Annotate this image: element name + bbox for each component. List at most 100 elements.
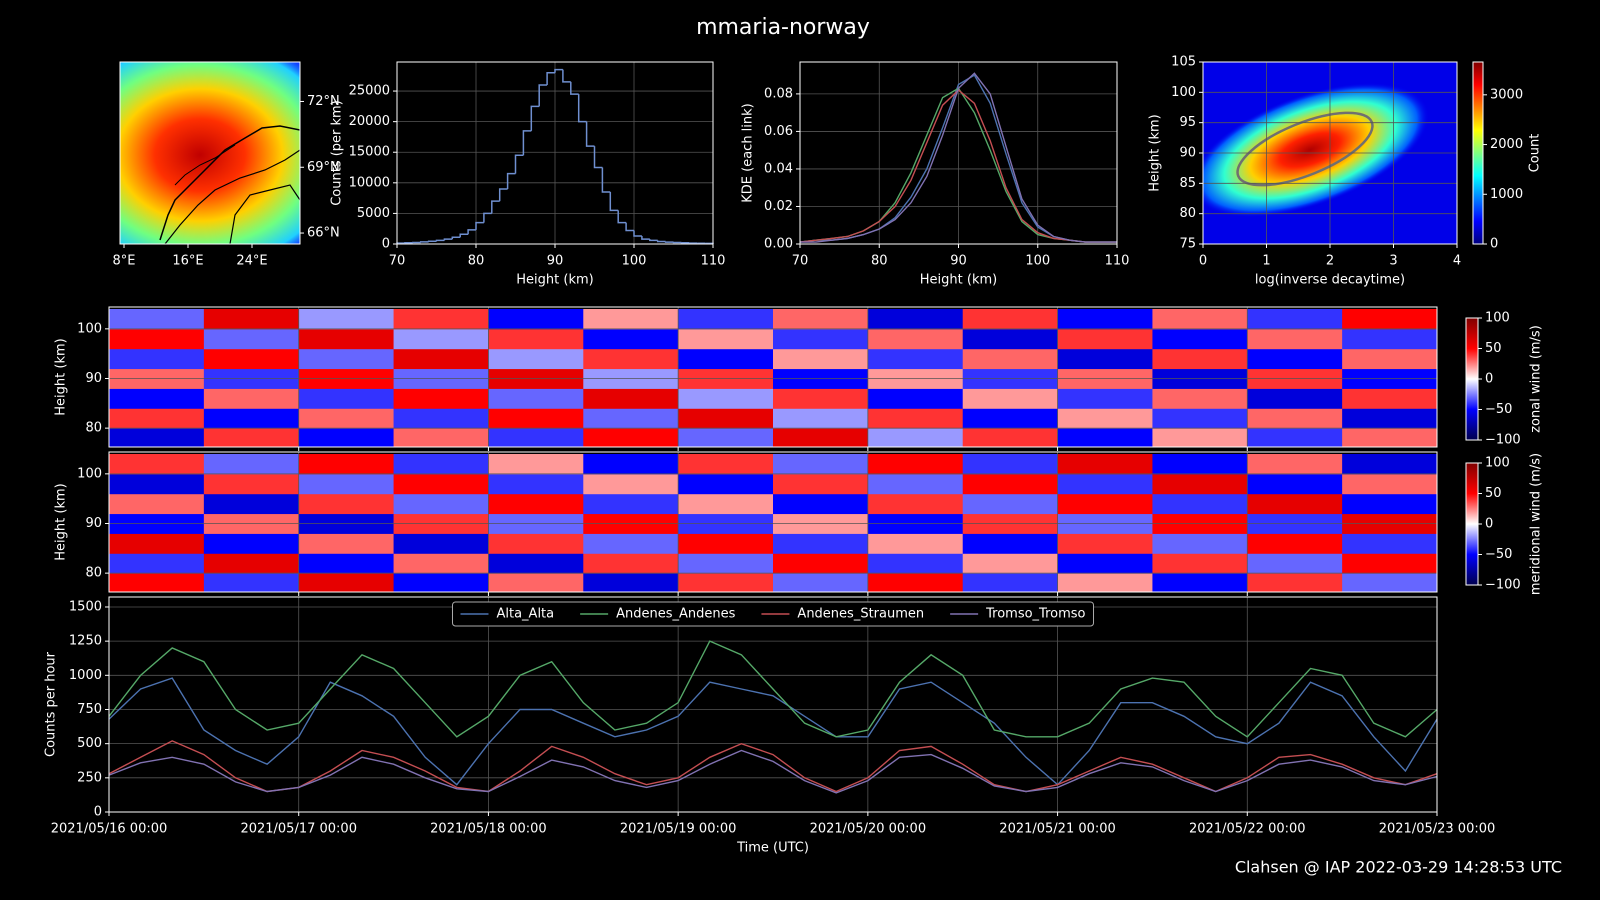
y-tick-label: 0.02	[764, 199, 793, 214]
heatmap-cell	[109, 533, 205, 554]
heatmap-cell	[109, 308, 205, 330]
heatmap-cell	[109, 573, 205, 592]
heatmap-cell	[1152, 453, 1248, 475]
heatmap-cell	[1057, 573, 1153, 592]
x-tick-label: 2	[1326, 254, 1334, 269]
heatmap-cell	[962, 308, 1059, 330]
heatmap-cell	[109, 493, 205, 515]
x-tick-label: 80	[468, 254, 485, 269]
heatmap-cell	[1152, 428, 1248, 447]
series-line	[800, 72, 1117, 243]
y-tick-label: 0.00	[764, 237, 793, 252]
heatmap-cell	[109, 428, 205, 447]
y-tick-label: 250	[77, 770, 102, 785]
axes-frame	[108, 306, 1438, 448]
figure-title: mmaria-norway	[696, 15, 870, 40]
y-tick-label: 80	[85, 421, 102, 436]
heatmap-cell	[1057, 388, 1153, 409]
colorbar	[1472, 61, 1484, 245]
heatmap-cell	[678, 428, 774, 447]
x-tick-label: 2021/05/23 00:00	[1379, 822, 1496, 837]
colorbar-tick-label: 0	[1490, 237, 1498, 252]
heatmap-cell	[1152, 348, 1248, 370]
heatmap-cell	[1057, 533, 1153, 554]
y-axis-label: Height (km)	[54, 483, 69, 560]
heatmap-cell	[393, 573, 489, 592]
heatmap-cell	[298, 453, 395, 475]
y-axis-label: Height (km)	[1148, 114, 1163, 191]
heatmap-cell	[1152, 408, 1248, 429]
legend-label: Andenes_Andenes	[616, 607, 736, 622]
y-tick-label: 90	[85, 516, 102, 531]
x-tick-label: 8°E	[113, 254, 136, 269]
legend-label: Andenes_Straumen	[797, 607, 924, 622]
heatmap-cell	[1152, 533, 1248, 554]
y-tick-label: 100	[77, 466, 102, 481]
heatmap-cell	[109, 328, 205, 350]
histogram-bin	[546, 71, 555, 85]
legend-label: Alta_Alta	[496, 607, 554, 622]
heatmap-cell	[867, 533, 964, 554]
colorbar-tick-label: 0	[1485, 517, 1493, 532]
heatmap-cell	[583, 533, 679, 554]
heatmap-cell	[203, 328, 300, 350]
heatmap-cell	[298, 408, 395, 429]
series-line	[108, 749, 1438, 794]
heatmap-cell	[1342, 533, 1437, 554]
heatmap-cell	[1057, 428, 1153, 447]
heatmap-cell	[393, 553, 489, 574]
x-axis-label: log(inverse decaytime)	[1255, 273, 1405, 288]
x-tick-label: 2021/05/21 00:00	[999, 822, 1116, 837]
histogram-bin	[664, 241, 674, 243]
heatmap-cells	[109, 308, 1437, 447]
heatmap-cell	[1342, 553, 1437, 574]
heatmap-cell	[1152, 493, 1248, 515]
heatmap-cell	[583, 388, 679, 409]
y-tick-label: 0.08	[764, 86, 793, 101]
heatmap-cell	[583, 573, 679, 592]
heatmap-cell	[393, 328, 489, 350]
heatmap-cell	[1342, 328, 1437, 350]
heatmap-cells	[109, 453, 1437, 592]
heatmap-cell	[962, 473, 1059, 495]
heatmap-cell	[1342, 348, 1437, 370]
heatmap-cell	[298, 428, 395, 447]
series-line	[108, 640, 1438, 738]
heatmap-cell	[393, 493, 489, 515]
heatmap-cell	[1152, 473, 1248, 495]
heatmap-cell	[393, 473, 489, 495]
heatmap-cell	[962, 348, 1059, 370]
heatmap-cell	[962, 533, 1059, 554]
heatmap-cell	[203, 348, 300, 370]
heatmap-cell	[962, 453, 1059, 475]
histogram-bin	[443, 238, 453, 241]
plot-area	[799, 72, 1117, 243]
heatmap-cell	[1247, 408, 1343, 429]
heatmap-cell	[867, 553, 964, 574]
heatmap-cell	[773, 388, 869, 409]
x-tick-label: 70	[389, 254, 406, 269]
heatmap-cell	[1247, 493, 1343, 515]
heatmap-cell	[583, 328, 679, 350]
y-tick-label: 5000	[357, 206, 390, 221]
heatmap-cell	[393, 453, 489, 475]
x-tick-label: 2021/05/20 00:00	[810, 822, 927, 837]
histogram-bin	[491, 200, 500, 214]
y-tick-label: 105	[1171, 55, 1196, 70]
y-axis-label: Counts per hour	[44, 651, 59, 757]
heatmap-cell	[393, 388, 489, 409]
heatmap-cell	[583, 473, 679, 495]
heatmap-cell	[1057, 328, 1153, 350]
heatmap-cell	[773, 408, 869, 429]
y-tick-label: 1500	[69, 599, 102, 614]
map-image	[120, 62, 300, 244]
heatmap-cell	[867, 493, 964, 515]
histogram-bin	[514, 154, 524, 174]
heatmap-cell	[488, 553, 584, 574]
heatmap-cell	[583, 428, 679, 447]
histogram-bin	[530, 105, 540, 131]
colorbar-label: meridional wind (m/s)	[1529, 453, 1544, 595]
colorbar-label: zonal wind (m/s)	[1529, 325, 1544, 433]
heatmap-cell	[393, 408, 489, 429]
heatmap-cell	[298, 328, 395, 350]
